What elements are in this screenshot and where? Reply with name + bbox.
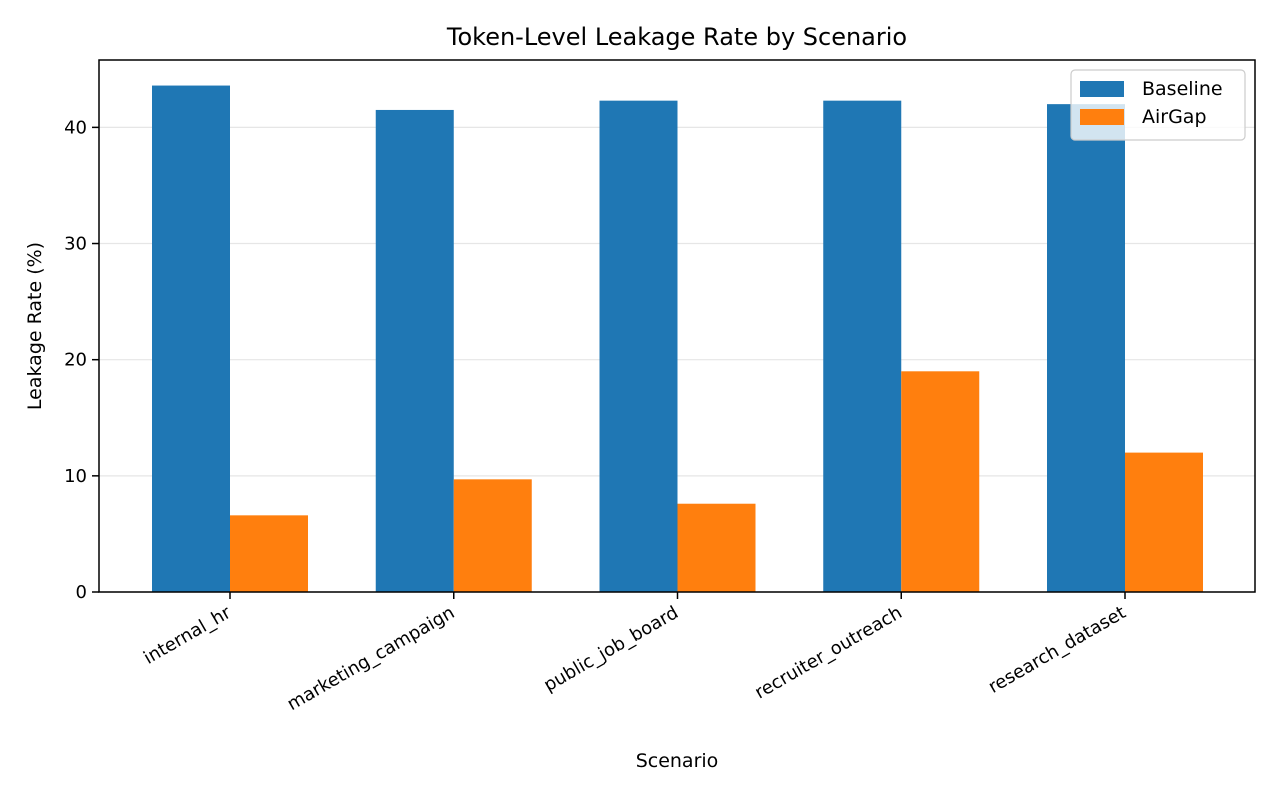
y-tick-label: 40	[64, 117, 87, 138]
y-axis: 0 10 20 30 40	[64, 117, 99, 603]
x-tick-label: research_dataset	[985, 602, 1130, 698]
bar-baseline-marketing_campaign	[375, 109, 454, 592]
bar-baseline-internal_hr	[152, 85, 230, 592]
x-tick-label: recruiter_outreach	[751, 602, 905, 703]
y-axis-label: Leakage Rate (%)	[24, 242, 46, 410]
x-axis-label: Scenario	[636, 750, 719, 772]
bar-airgap-research_dataset	[1125, 452, 1203, 592]
bar-airgap-marketing_campaign	[453, 479, 532, 592]
legend-swatch-baseline	[1080, 81, 1124, 97]
chart-title: Token-Level Leakage Rate by Scenario	[446, 23, 907, 51]
x-tick-label: marketing_campaign	[284, 602, 459, 715]
legend-label-airgap: AirGap	[1142, 106, 1207, 128]
bars	[152, 85, 1203, 592]
legend: Baseline AirGap	[1070, 69, 1246, 141]
y-tick-label: 20	[64, 350, 87, 371]
x-axis: internal_hr marketing_campaign public_job_…	[140, 592, 1130, 715]
legend-swatch-airgap	[1080, 109, 1124, 125]
y-tick-label: 10	[64, 466, 87, 487]
bar-airgap-public_job_board	[677, 503, 756, 592]
y-tick-label: 0	[76, 582, 87, 603]
legend-label-baseline: Baseline	[1142, 78, 1223, 100]
x-tick-label: internal_hr	[140, 602, 235, 669]
y-tick-label: 30	[64, 234, 87, 255]
bar-baseline-research_dataset	[1047, 104, 1125, 592]
bar-airgap-recruiter_outreach	[901, 371, 980, 592]
x-tick-label: public_job_board	[540, 602, 682, 696]
bar-baseline-recruiter_outreach	[823, 100, 902, 592]
bar-baseline-public_job_board	[599, 100, 678, 592]
bar-airgap-internal_hr	[230, 515, 308, 592]
